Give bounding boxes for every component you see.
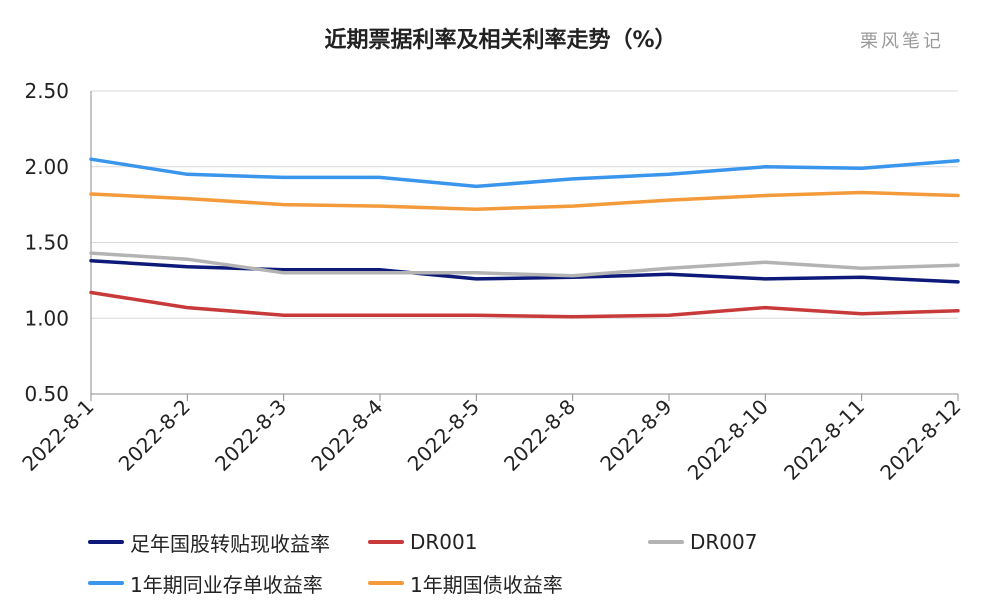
- series-line-3: [89, 251, 960, 278]
- x-tick-label: 2022-8-9: [595, 395, 676, 476]
- series-line-2: [89, 290, 960, 319]
- x-tick-label: 2022-8-4: [306, 395, 387, 476]
- y-tick-label: 2.00: [24, 155, 69, 179]
- legend-swatch: [648, 540, 684, 544]
- y-tick-label: 0.50: [24, 382, 69, 406]
- legend-swatch: [368, 540, 404, 544]
- series-line-1: [89, 258, 960, 284]
- legend-item: DR001: [368, 527, 477, 557]
- x-tick-label: 2022-8-1: [17, 395, 98, 476]
- series-line-5: [89, 190, 960, 211]
- legend-item: 足年国股转贴现收益率: [88, 527, 330, 557]
- watermark: 栗风笔记: [860, 31, 944, 52]
- legend-item: 1年期国债收益率: [368, 568, 563, 598]
- y-tick-label: 1.00: [24, 306, 69, 330]
- x-tick-label: 2022-8-8: [499, 395, 580, 476]
- legend-swatch: [88, 581, 124, 585]
- legend-label: 1年期同业存单收益率: [130, 572, 323, 597]
- x-tick-label: 2022-8-12: [875, 395, 965, 485]
- legend-item: 1年期同业存单收益率: [88, 568, 323, 598]
- x-tick-label: 2022-8-5: [403, 395, 484, 476]
- legend-swatch: [368, 581, 404, 585]
- legend-label: 足年国股转贴现收益率: [130, 531, 330, 556]
- legend-item: DR007: [648, 527, 757, 557]
- x-tick-label: 2022-8-3: [210, 395, 291, 476]
- legend-label: DR007: [690, 530, 758, 554]
- legend-label: 1年期国债收益率: [410, 572, 563, 597]
- x-tick-label: 2022-8-11: [779, 395, 869, 485]
- series-line-4: [89, 157, 960, 189]
- x-tick-label: 2022-8-10: [683, 395, 773, 485]
- legend-swatch: [88, 540, 124, 544]
- legend-label: DR001: [410, 530, 478, 554]
- chart-title: 近期票据利率及相关利率走势（%）: [324, 28, 677, 53]
- x-tick-label: 2022-8-2: [114, 395, 195, 476]
- y-tick-label: 2.50: [24, 79, 69, 103]
- y-tick-label: 1.50: [24, 231, 69, 255]
